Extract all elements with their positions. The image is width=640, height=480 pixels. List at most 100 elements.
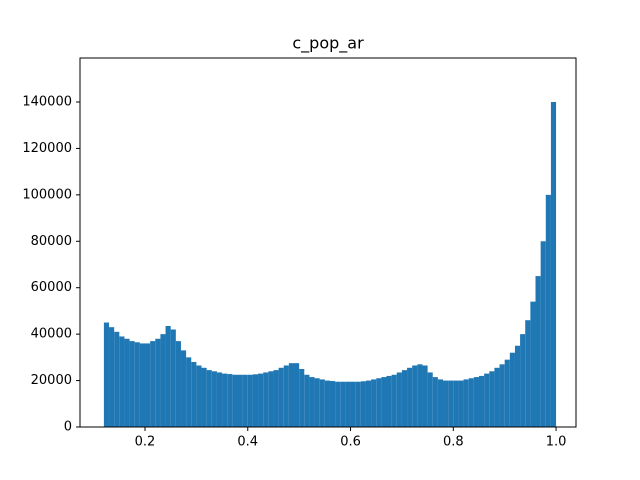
bar bbox=[232, 374, 238, 427]
bar bbox=[520, 334, 526, 427]
bar bbox=[412, 365, 418, 427]
bar bbox=[371, 379, 377, 427]
bar bbox=[525, 320, 531, 427]
y-tick-label: 120000 bbox=[22, 141, 72, 156]
bar bbox=[432, 377, 438, 427]
bar bbox=[216, 372, 223, 427]
bar bbox=[247, 374, 253, 427]
bar bbox=[509, 352, 515, 427]
bar bbox=[453, 380, 459, 427]
bar bbox=[535, 276, 541, 427]
bar bbox=[144, 343, 151, 427]
y-tick-label: 20000 bbox=[31, 373, 72, 388]
bar bbox=[227, 374, 233, 427]
bar bbox=[196, 365, 202, 427]
x-tick-label: 0.6 bbox=[340, 435, 361, 450]
x-tick-label: 0.4 bbox=[237, 435, 258, 450]
bar bbox=[550, 101, 557, 428]
y-tick-label: 100000 bbox=[22, 187, 72, 202]
bar bbox=[283, 365, 289, 427]
bar bbox=[478, 375, 485, 427]
bar bbox=[201, 367, 207, 427]
bar bbox=[186, 357, 192, 427]
bar bbox=[489, 371, 495, 427]
bar bbox=[468, 378, 474, 427]
bar bbox=[206, 370, 212, 427]
bar bbox=[268, 371, 274, 427]
bar bbox=[299, 368, 305, 427]
bar bbox=[473, 377, 479, 427]
y-tick-label: 140000 bbox=[22, 94, 72, 109]
bar bbox=[263, 372, 269, 427]
bar bbox=[191, 361, 197, 427]
bar bbox=[252, 374, 259, 427]
bar bbox=[165, 326, 171, 427]
bar bbox=[540, 241, 546, 427]
bar bbox=[391, 374, 397, 427]
bar bbox=[314, 378, 320, 427]
bar bbox=[222, 373, 228, 427]
bar bbox=[134, 342, 140, 427]
bar bbox=[350, 381, 356, 427]
bar bbox=[324, 380, 330, 427]
bar bbox=[355, 381, 361, 427]
bar bbox=[345, 381, 351, 427]
bar bbox=[242, 374, 248, 427]
bar bbox=[129, 341, 135, 427]
bar bbox=[448, 380, 454, 427]
bar bbox=[422, 365, 428, 427]
y-tick-label: 40000 bbox=[31, 327, 72, 342]
bar bbox=[119, 336, 125, 427]
plot-area bbox=[103, 101, 557, 428]
bar bbox=[160, 334, 166, 427]
bar bbox=[484, 373, 490, 427]
bar bbox=[360, 381, 366, 427]
bar bbox=[175, 341, 181, 427]
y-tick-label: 60000 bbox=[31, 280, 72, 295]
bar bbox=[437, 379, 444, 427]
bar bbox=[514, 345, 521, 427]
bar bbox=[499, 364, 505, 427]
bar bbox=[396, 372, 402, 427]
bar bbox=[386, 375, 392, 427]
y-tick-label: 80000 bbox=[31, 234, 72, 249]
bar bbox=[335, 381, 341, 427]
bar bbox=[381, 377, 387, 427]
bar bbox=[294, 363, 300, 427]
x-tick-label: 0.8 bbox=[443, 435, 464, 450]
bar bbox=[124, 338, 130, 427]
bar bbox=[365, 380, 372, 427]
bar bbox=[288, 363, 295, 427]
x-tick-label: 0.2 bbox=[135, 435, 156, 450]
bar bbox=[545, 194, 551, 427]
y-tick-label: 0 bbox=[64, 420, 72, 435]
bar bbox=[530, 301, 536, 427]
bar bbox=[114, 331, 120, 427]
bar bbox=[211, 371, 217, 427]
bar bbox=[155, 338, 161, 427]
bar bbox=[170, 329, 176, 427]
bar bbox=[401, 370, 408, 427]
bar bbox=[427, 372, 433, 427]
bar bbox=[258, 373, 264, 427]
chart-title: c_pop_ar bbox=[292, 34, 364, 54]
bar bbox=[304, 374, 310, 427]
bar bbox=[504, 359, 510, 427]
bar bbox=[340, 381, 346, 427]
bar bbox=[139, 343, 145, 427]
bar bbox=[417, 364, 423, 427]
bar bbox=[463, 379, 469, 427]
bar bbox=[494, 367, 500, 427]
bar bbox=[109, 327, 115, 427]
bar bbox=[103, 322, 110, 427]
bar bbox=[273, 370, 279, 427]
bar bbox=[443, 380, 449, 427]
bar bbox=[458, 380, 464, 427]
bar bbox=[150, 341, 156, 427]
bar bbox=[278, 367, 284, 427]
bar bbox=[329, 381, 336, 427]
bar bbox=[407, 367, 413, 427]
x-tick-label: 1.0 bbox=[546, 435, 567, 450]
axes-frame bbox=[79, 57, 577, 428]
